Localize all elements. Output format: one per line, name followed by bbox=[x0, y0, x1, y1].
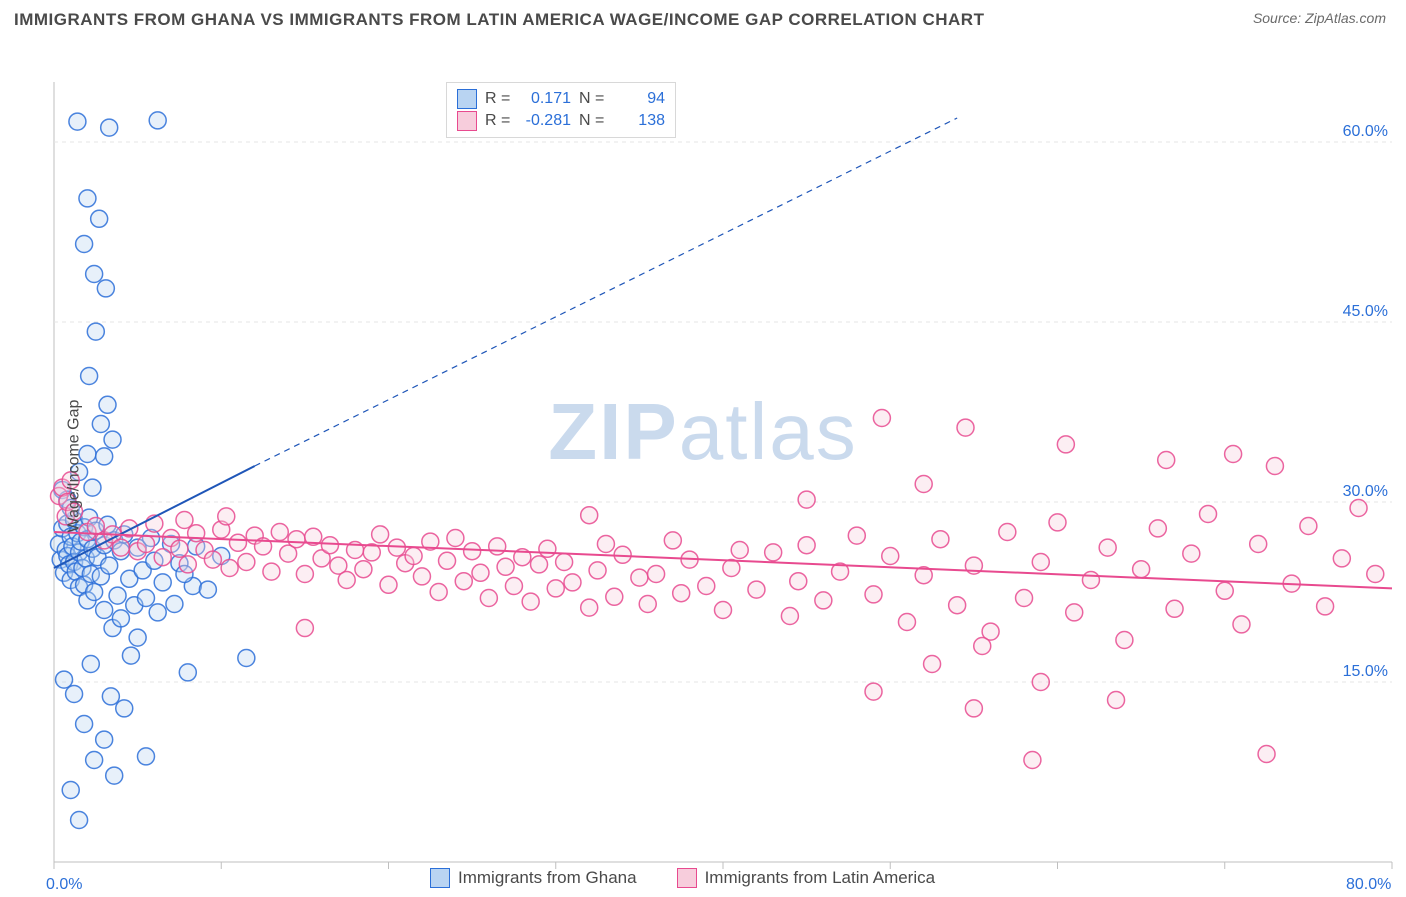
scatter-chart: 15.0% 30.0% 45.0% 60.0% bbox=[0, 40, 1406, 892]
source-name: ZipAtlas.com bbox=[1305, 10, 1386, 26]
swatch-ghana bbox=[457, 89, 477, 109]
source-prefix: Source: bbox=[1253, 10, 1305, 26]
n-value-latin: 138 bbox=[615, 110, 665, 132]
swatch-latin bbox=[457, 111, 477, 131]
svg-text:15.0%: 15.0% bbox=[1343, 663, 1388, 680]
swatch-ghana-icon bbox=[430, 868, 450, 888]
r-value-latin: -0.281 bbox=[521, 110, 571, 132]
svg-text:30.0%: 30.0% bbox=[1343, 483, 1388, 500]
plot-area: Wage/Income Gap ZIPatlas 15.0%30.0%45.0%… bbox=[0, 40, 1406, 892]
svg-text:60.0%: 60.0% bbox=[1343, 123, 1388, 140]
n-label: N = bbox=[579, 88, 607, 110]
series-label-latin: Immigrants from Latin America bbox=[705, 868, 936, 888]
legend-row-latin: R = -0.281 N = 138 bbox=[457, 110, 665, 132]
svg-text:45.0%: 45.0% bbox=[1343, 303, 1388, 320]
r-value-ghana: 0.171 bbox=[521, 88, 571, 110]
r-label: R = bbox=[485, 88, 513, 110]
series-legend-latin: Immigrants from Latin America bbox=[677, 868, 936, 888]
n-value-ghana: 94 bbox=[615, 88, 665, 110]
chart-title: IMMIGRANTS FROM GHANA VS IMMIGRANTS FROM… bbox=[14, 10, 984, 30]
legend-row-ghana: R = 0.171 N = 94 bbox=[457, 88, 665, 110]
series-legend: Immigrants from Ghana Immigrants from Lat… bbox=[430, 868, 935, 888]
x-axis-min-label: 0.0% bbox=[46, 876, 82, 894]
swatch-latin-icon bbox=[677, 868, 697, 888]
series-legend-ghana: Immigrants from Ghana bbox=[430, 868, 637, 888]
r-label: R = bbox=[485, 110, 513, 132]
correlation-legend: R = 0.171 N = 94 R = -0.281 N = 138 bbox=[446, 82, 676, 138]
y-axis-label: Wage/Income Gap bbox=[65, 400, 83, 533]
n-label: N = bbox=[579, 110, 607, 132]
source-attribution: Source: ZipAtlas.com bbox=[1253, 10, 1386, 26]
x-axis-max-label: 80.0% bbox=[1346, 876, 1391, 894]
series-label-ghana: Immigrants from Ghana bbox=[458, 868, 637, 888]
